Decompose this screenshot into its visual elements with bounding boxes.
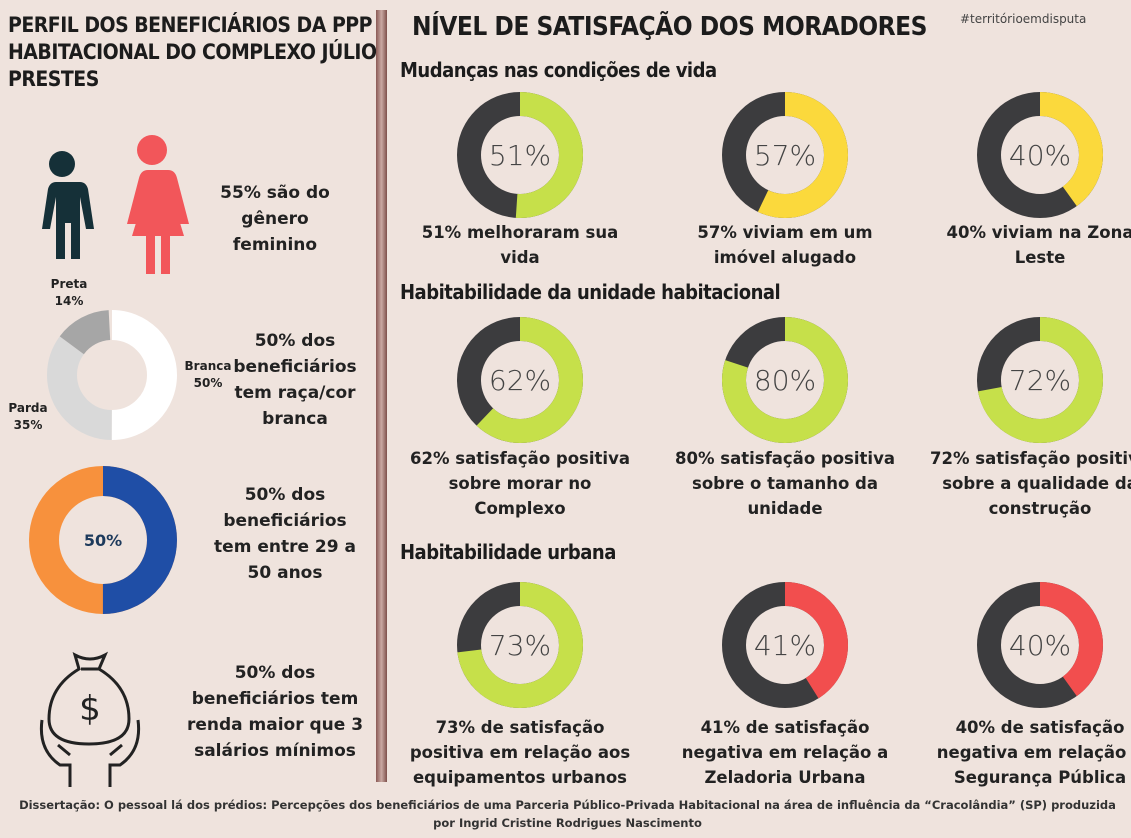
age-text: 50% dos beneficiários tem entre 29 a 50 … xyxy=(214,485,356,583)
donut-value xyxy=(457,92,583,218)
race-label-name: Branca xyxy=(184,359,232,373)
income-text: 50% dos beneficiários tem renda maior qu… xyxy=(186,663,364,761)
donut-label: 51% xyxy=(489,139,551,172)
age-center-label: 50% xyxy=(84,531,122,550)
race-label-value: 50% xyxy=(193,376,223,390)
donut-label: 41% xyxy=(754,629,816,662)
donut-label: 72% xyxy=(1009,364,1071,397)
donut-value xyxy=(722,317,848,443)
donut-value xyxy=(977,582,1103,708)
donut-caption: 40% viviam na Zona Leste xyxy=(946,223,1131,267)
donut-caption: 51% melhoraram sua vida xyxy=(421,223,619,267)
donut-label: 62% xyxy=(489,364,551,397)
hashtag: #territórioemdisputa xyxy=(960,12,1087,26)
donut-caption: 62% satisfação positiva sobre morar no C… xyxy=(410,449,630,518)
donut-caption: 57% viviam em um imóvel alugado xyxy=(697,223,873,267)
race-text: 50% dos beneficiários tem raça/cor branc… xyxy=(233,331,357,429)
donut-value xyxy=(722,92,848,218)
donut-value xyxy=(977,317,1103,443)
left-title: PERFIL DOS BENEFICIÁRIOS DA PPP HABITACI… xyxy=(8,13,377,91)
donut-caption: 80% satisfação positiva sobre o tamanho … xyxy=(675,449,895,518)
donut-caption: 41% de satisfação negativa em relação a … xyxy=(681,718,889,787)
donut-value xyxy=(457,582,583,708)
donut-caption: 73% de satisfação positiva em relação ao… xyxy=(409,718,631,787)
svg-text:$: $ xyxy=(79,689,101,729)
woman-icon xyxy=(127,135,189,274)
man-icon xyxy=(42,151,94,259)
race-label-value: 14% xyxy=(54,294,84,308)
donut-label: 40% xyxy=(1009,139,1071,172)
section-title: Habitabilidade da unidade habitacional xyxy=(400,280,781,304)
race-segment xyxy=(47,310,177,440)
footer: Dissertação: O pessoal lá dos prédios: P… xyxy=(19,798,1116,830)
donut-label: 57% xyxy=(754,139,816,172)
race-label-value: 35% xyxy=(13,418,43,432)
money-icon: $ xyxy=(39,651,141,787)
donut-value xyxy=(722,582,848,708)
donut-value xyxy=(977,92,1103,218)
race-label-name: Parda xyxy=(8,401,48,415)
donut-caption: 72% satisfação positiva sobre a qualidad… xyxy=(930,449,1131,518)
donut-label: 73% xyxy=(489,629,551,662)
gender-text: 55% são do gênero feminino xyxy=(220,183,330,255)
section-title: Mudanças nas condições de vida xyxy=(400,58,717,82)
age-segment xyxy=(29,466,177,614)
section-title: Habitabilidade urbana xyxy=(400,540,616,564)
race-segment xyxy=(47,310,177,440)
donut-label: 80% xyxy=(754,364,816,397)
donut-caption: 40% de satisfação negativa em relação a … xyxy=(936,718,1131,787)
donut-value xyxy=(457,317,583,443)
race-label-name: Preta xyxy=(50,277,88,291)
right-title: NÍVEL DE SATISFAÇÃO DOS MORADORES xyxy=(412,12,928,42)
donut-label: 40% xyxy=(1009,629,1071,662)
divider xyxy=(376,10,387,782)
